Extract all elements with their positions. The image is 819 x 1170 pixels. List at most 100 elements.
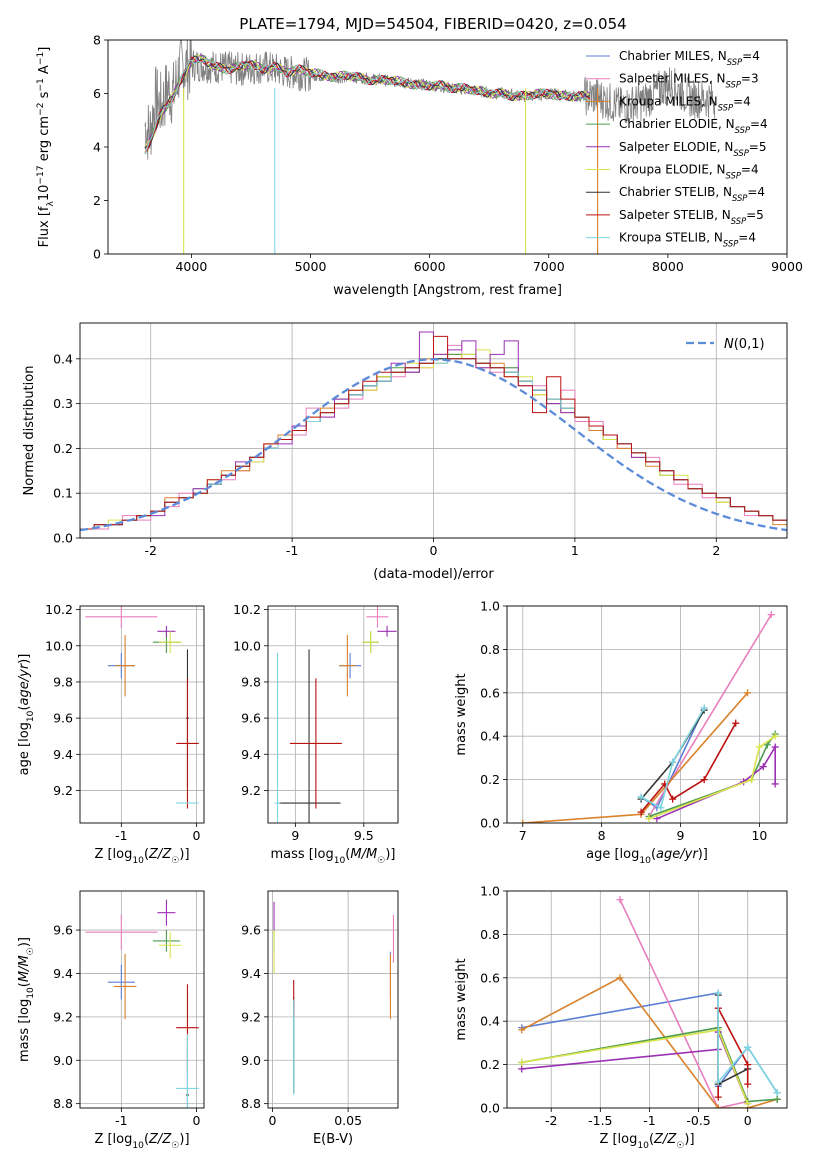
y-tick-label: 10.0 xyxy=(45,638,73,653)
errorbar-kroupa-elodie xyxy=(158,631,182,654)
x-axis-label: wavelength [Angstrom, rest frame] xyxy=(333,283,562,298)
panel-residuals: -2 -1 0 1 2 0.0 0.1 0.2 0.3 0.4 (data-model)/error… xyxy=(22,322,788,582)
x-tick-label: 9000 xyxy=(771,259,803,274)
x-tick-label: -1.5 xyxy=(588,1113,612,1128)
legend-label: Kroupa STELIB, NSSP=4 xyxy=(619,231,756,249)
hist-salpeter-stelib xyxy=(80,335,787,538)
plot-area-residuals xyxy=(80,331,787,538)
data-point-marker xyxy=(645,815,653,823)
x-tick-label: 0 xyxy=(744,1113,752,1128)
data-point-marker xyxy=(616,896,624,904)
legend-label: Chabrier STELIB, NSSP=4 xyxy=(619,185,765,203)
model-line-chabrier-miles xyxy=(144,55,591,149)
data-point-marker xyxy=(771,732,779,740)
errorbar-salpeter-miles xyxy=(85,606,158,628)
model-line-salpeter-stelib xyxy=(144,56,591,153)
legend-label: Kroupa ELODIE, NSSP=4 xyxy=(619,163,759,181)
y-tick-label: 0.2 xyxy=(53,441,73,456)
plot-area-age_vs_mass xyxy=(274,606,397,823)
panel-mass_vs_z: -1 0 8.8 9.0 9.2 9.4 9.6 Z [log10(Z/Z☉)] mass [l… xyxy=(17,890,205,1151)
panel-spectrum: 4000 5000 6000 7000 8000 9000 0 2 4 6 8 wavelength … xyxy=(36,33,803,299)
x-tick-label: 0 xyxy=(430,543,438,558)
y-tick-label: 0.1 xyxy=(53,486,73,501)
x-tick-label: 0 xyxy=(269,1113,277,1128)
y-tick-label: 0.0 xyxy=(480,816,500,831)
legend-item-chabrier-elodie: Chabrier ELODIE, NSSP=4 xyxy=(586,117,768,135)
data-point-marker xyxy=(669,758,677,766)
figure-title: PLATE=1794, MJD=54504, FIBERID=0420, z=0… xyxy=(239,15,626,33)
x-tick-label: 8000 xyxy=(652,259,684,274)
y-tick-label: 6 xyxy=(93,86,101,101)
axes-frame xyxy=(506,890,788,1109)
data-point-marker xyxy=(657,804,665,812)
errorbar-salpeter-stelib xyxy=(289,678,342,809)
panel-age_vs_z: -1 0 9.2 9.4 9.6 9.8 10.0 10.2 Z [log10(Z/Z☉)] ag… xyxy=(17,602,205,866)
data-point-marker xyxy=(700,704,708,712)
data-point-marker xyxy=(700,776,708,784)
x-axis-label: (data-model)/error xyxy=(373,567,494,582)
y-tick-label: 9.6 xyxy=(53,711,73,726)
data-point-marker xyxy=(669,795,677,803)
y-axis-label: mass [log10(M/M☉)] xyxy=(17,937,36,1062)
y-tick-label: 0.4 xyxy=(480,729,500,744)
y-tick-label: 1.0 xyxy=(480,884,500,899)
data-point-marker xyxy=(616,974,624,982)
data-point-marker xyxy=(759,763,767,771)
y-tick-label: 0.6 xyxy=(480,685,500,700)
y-tick-label: 10.2 xyxy=(233,602,261,617)
y-tick-label: 0.0 xyxy=(480,1101,500,1116)
x-tick-label: 8 xyxy=(598,828,606,843)
data-point-marker xyxy=(714,1093,722,1101)
x-axis-label: Z [log10(Z/Z☉)] xyxy=(599,1132,694,1151)
data-point-marker xyxy=(755,743,763,751)
legend-item-kroupa-elodie: Kroupa ELODIE, NSSP=4 xyxy=(586,163,759,181)
axes-frame xyxy=(107,39,788,255)
panel-mass_vs_ebv: 0 0.05 8.8 9.0 9.2 9.4 9.6 E(B-V) xyxy=(241,890,399,1147)
legend-label: N(0,1) xyxy=(724,337,765,352)
x-tick-label: 7 xyxy=(519,828,527,843)
x-tick-label: 10 xyxy=(751,828,767,843)
errorbar-salpeter-miles xyxy=(366,606,389,628)
axes-frame xyxy=(506,605,788,824)
x-tick-label: -1 xyxy=(115,1113,127,1128)
y-tick-label: 9.0 xyxy=(53,1053,73,1068)
plot-area-spectrum xyxy=(144,40,716,254)
panel-age_vs_mass: 9 9.5 9.2 9.4 9.6 9.8 10.0 10.2 mass [log10(M/M☉… xyxy=(233,602,399,866)
legend-label: Salpeter STELIB, NSSP=5 xyxy=(619,208,764,226)
x-tick-label: -1 xyxy=(286,543,298,558)
x-tick-label: -2 xyxy=(144,543,156,558)
panel-weight_vs_age: 7 8 9 10 0.0 0.2 0.4 0.6 0.8 1.0 age [log10(age/yr… xyxy=(454,599,788,866)
series-line xyxy=(640,707,705,809)
x-tick-label: 9 xyxy=(677,828,685,843)
legend-item-chabrier-stelib: Chabrier STELIB, NSSP=4 xyxy=(586,185,765,203)
y-tick-label: 9.6 xyxy=(241,711,261,726)
errorbar-kroupa-miles xyxy=(113,953,137,1020)
x-axis-label: Z [log10(Z/Z☉)] xyxy=(94,1132,189,1151)
y-tick-label: 4 xyxy=(93,140,101,155)
errorbar-salpeter-elodie xyxy=(157,625,176,637)
legend-item-salpeter-miles: Salpeter MILES, NSSP=3 xyxy=(586,72,759,90)
y-tick-label: 9.2 xyxy=(241,1009,261,1024)
data-point-marker xyxy=(767,611,775,619)
series-kroupa-elodie xyxy=(645,732,779,823)
legend-item-kroupa-stelib: Kroupa STELIB, NSSP=4 xyxy=(586,231,756,249)
x-tick-label: 2 xyxy=(712,543,720,558)
legend-item-salpeter-elodie: Salpeter ELODIE, NSSP=5 xyxy=(586,140,767,158)
legend-label: Chabrier MILES, NSSP=4 xyxy=(619,49,760,67)
y-tick-label: 9.8 xyxy=(241,674,261,689)
errorbar-kroupa-elodie xyxy=(362,631,379,654)
y-tick-label: 8 xyxy=(93,33,101,48)
y-tick-label: 9.4 xyxy=(241,747,261,762)
data-point-marker xyxy=(518,1026,526,1034)
y-tick-label: 9.6 xyxy=(241,923,261,938)
plot-area-age_vs_z xyxy=(85,606,199,809)
y-tick-label: 9.0 xyxy=(241,1053,261,1068)
x-axis-label: age [log10(age/yr)] xyxy=(586,847,708,866)
legend-label: Kroupa MILES, NSSP=4 xyxy=(619,94,751,112)
legend-item-salpeter-stelib: Salpeter STELIB, NSSP=5 xyxy=(586,208,764,226)
y-tick-label: 0.6 xyxy=(480,970,500,985)
series-kroupa-stelib xyxy=(714,989,781,1097)
series-salpeter-stelib xyxy=(637,719,740,816)
